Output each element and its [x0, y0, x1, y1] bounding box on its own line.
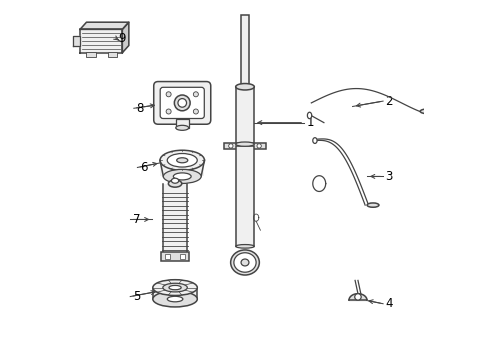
Circle shape — [178, 99, 187, 107]
Ellipse shape — [163, 170, 201, 184]
Ellipse shape — [420, 109, 432, 113]
Text: 7: 7 — [133, 213, 140, 226]
Ellipse shape — [169, 285, 181, 290]
Bar — [241, 15, 249, 87]
Ellipse shape — [172, 178, 179, 183]
Bar — [160, 160, 204, 176]
Polygon shape — [122, 22, 129, 53]
Bar — [224, 143, 266, 149]
Text: 9: 9 — [119, 32, 126, 45]
Text: 6: 6 — [140, 161, 147, 174]
Bar — [180, 254, 185, 259]
Ellipse shape — [153, 291, 197, 307]
Text: 5: 5 — [133, 290, 140, 303]
FancyBboxPatch shape — [160, 87, 204, 118]
Ellipse shape — [241, 259, 249, 266]
Ellipse shape — [236, 142, 254, 146]
Ellipse shape — [153, 280, 197, 296]
Bar — [236, 146, 254, 246]
Circle shape — [257, 144, 261, 148]
Ellipse shape — [367, 203, 379, 207]
Bar — [161, 252, 189, 261]
FancyBboxPatch shape — [154, 82, 211, 124]
Bar — [153, 288, 197, 299]
Circle shape — [194, 109, 198, 114]
Ellipse shape — [169, 180, 182, 187]
Ellipse shape — [234, 253, 256, 272]
Ellipse shape — [307, 112, 312, 119]
Circle shape — [166, 109, 171, 114]
Text: 3: 3 — [386, 170, 393, 183]
Ellipse shape — [173, 173, 191, 180]
Polygon shape — [73, 36, 80, 46]
Circle shape — [355, 294, 361, 300]
Circle shape — [229, 144, 233, 148]
Ellipse shape — [176, 125, 189, 130]
Ellipse shape — [177, 158, 188, 163]
Circle shape — [194, 92, 198, 97]
Polygon shape — [80, 30, 122, 53]
Text: 4: 4 — [386, 297, 393, 310]
Ellipse shape — [236, 84, 254, 90]
Ellipse shape — [163, 283, 187, 292]
Text: 1: 1 — [307, 116, 314, 129]
Bar — [166, 254, 170, 259]
Text: 8: 8 — [136, 102, 144, 115]
Bar — [236, 87, 254, 144]
Bar — [176, 119, 189, 128]
Ellipse shape — [160, 150, 204, 170]
Bar — [107, 52, 117, 57]
Ellipse shape — [313, 138, 317, 143]
Ellipse shape — [231, 250, 259, 275]
Circle shape — [166, 92, 171, 97]
Polygon shape — [80, 22, 129, 30]
Ellipse shape — [167, 296, 183, 302]
Bar — [163, 184, 187, 252]
Circle shape — [174, 95, 190, 111]
Ellipse shape — [167, 153, 197, 167]
Bar — [86, 52, 96, 57]
Text: 2: 2 — [386, 95, 393, 108]
Ellipse shape — [236, 244, 254, 248]
